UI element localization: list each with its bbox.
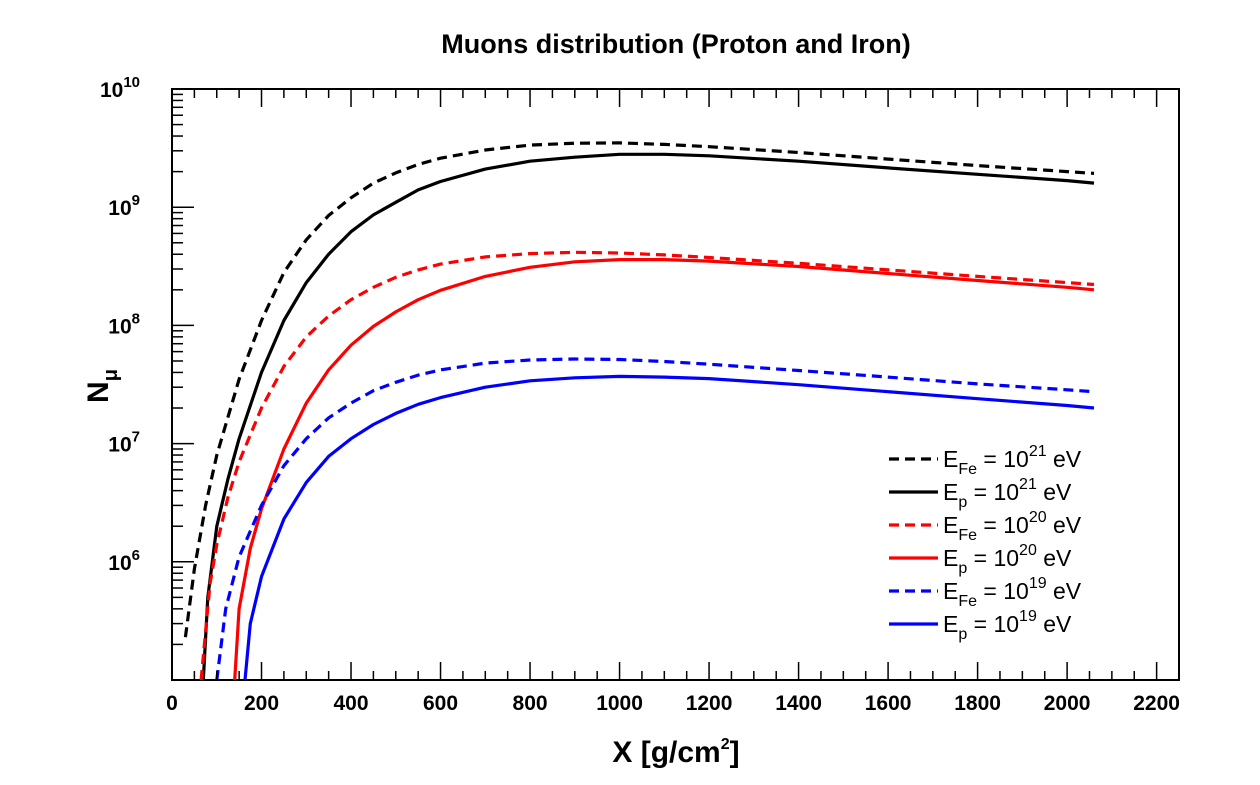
y-tick-exp: 8	[132, 310, 140, 327]
series-line-6	[243, 374, 1095, 680]
series-line-2	[201, 152, 1095, 680]
x-tick-label: 1000	[596, 692, 643, 715]
legend-label-unit: eV	[1037, 479, 1072, 505]
legend-label-unit: eV	[1037, 611, 1072, 637]
legend-label-sub: p	[958, 494, 967, 511]
legend-label-5: EFe = 1019 eV	[943, 575, 1082, 610]
legend-label-sub: p	[958, 560, 967, 577]
x-axis-label-sup: 2	[721, 736, 730, 753]
plot-area	[171, 88, 1180, 681]
legend-label-sub: Fe	[958, 527, 977, 544]
legend-label-sub: Fe	[958, 593, 977, 610]
legend-label-unit: eV	[1047, 512, 1082, 538]
series-line-3	[199, 250, 1095, 680]
legend-label-symbol: E	[943, 479, 958, 505]
y-tick-base: 10	[108, 434, 131, 457]
x-axis-label: X [g/cm2]	[612, 736, 739, 769]
y-tick-exp: 6	[132, 547, 140, 564]
legend-label-sup: 19	[1019, 608, 1037, 625]
legend-label-unit: eV	[1047, 578, 1082, 604]
legend-label-1: EFe = 1021 eV	[943, 443, 1082, 478]
series-layer	[183, 141, 1095, 680]
legend-label-symbol: E	[943, 611, 958, 637]
x-tick-label: 800	[513, 692, 548, 715]
legend-label-4: Ep = 1020 eV	[943, 542, 1072, 577]
x-tick-label: 2200	[1133, 692, 1180, 715]
y-axis-label-sub: μ	[100, 369, 122, 381]
legend-label-eq: = 10	[967, 611, 1019, 637]
legend-label-eq: = 10	[977, 512, 1029, 538]
y-tick-base: 10	[108, 315, 131, 338]
x-tick-label: 1400	[775, 692, 822, 715]
x-tick-label: 200	[244, 692, 279, 715]
y-tick-label: 109	[108, 192, 140, 220]
series-line-1	[183, 141, 1095, 638]
y-tick-exp: 10	[123, 74, 140, 91]
y-tick-exp: 9	[132, 192, 140, 209]
legend-label-sup: 21	[1029, 443, 1047, 460]
x-axis-label-main: X [g/cm	[612, 736, 720, 769]
y-tick-exp: 7	[132, 429, 140, 446]
legend-label-sub: p	[958, 626, 967, 643]
x-tick-label: 0	[166, 692, 178, 715]
x-tick-label: 2000	[1044, 692, 1091, 715]
y-tick-label: 108	[108, 310, 140, 338]
legend-label-sub: Fe	[958, 461, 977, 478]
legend-label-symbol: E	[943, 545, 958, 571]
legend-label-symbol: E	[943, 446, 958, 472]
x-tick-label: 1200	[686, 692, 733, 715]
legend-label-sup: 20	[1029, 509, 1047, 526]
legend-label-sup: 21	[1019, 476, 1037, 493]
legend-label-sup: 20	[1019, 542, 1037, 559]
x-tick-label: 1800	[954, 692, 1001, 715]
axis-layer: 0 200 400 600 800 1000 1200 1400 1600 1800 2000 220…	[100, 74, 1180, 715]
y-tick-label: 1010	[100, 74, 140, 102]
y-tick-base: 10	[100, 79, 123, 102]
legend-label-eq: = 10	[967, 545, 1019, 571]
legend-label-6: Ep = 1019 eV	[943, 608, 1072, 643]
y-axis-label: Nμ	[82, 369, 122, 403]
x-axis-label-end: ]	[730, 736, 740, 769]
y-tick-label: 106	[108, 547, 140, 575]
plot-frame	[171, 88, 1180, 681]
legend-label-eq: = 10	[967, 479, 1019, 505]
chart-title: Muons distribution (Proton and Iron)	[441, 29, 910, 59]
legend-label-3: EFe = 1020 eV	[943, 509, 1082, 544]
y-axis-label-main: N	[82, 381, 115, 403]
x-tick-label: 600	[423, 692, 458, 715]
y-tick-base: 10	[108, 197, 131, 220]
x-tick-label: 1600	[865, 692, 912, 715]
legend-label-unit: eV	[1037, 545, 1072, 571]
legend-label-eq: = 10	[977, 578, 1029, 604]
y-tick-label: 107	[108, 429, 140, 457]
legend-label-eq: = 10	[977, 446, 1029, 472]
legend-label-sup: 19	[1029, 575, 1047, 592]
series-line-4	[233, 258, 1095, 680]
series-line-5	[215, 357, 1095, 680]
legend-label-symbol: E	[943, 578, 958, 604]
legend-label-symbol: E	[943, 512, 958, 538]
legend-label-unit: eV	[1047, 446, 1082, 472]
x-tick-label: 400	[333, 692, 368, 715]
legend-label-2: Ep = 1021 eV	[943, 476, 1072, 511]
y-tick-base: 10	[108, 552, 131, 575]
